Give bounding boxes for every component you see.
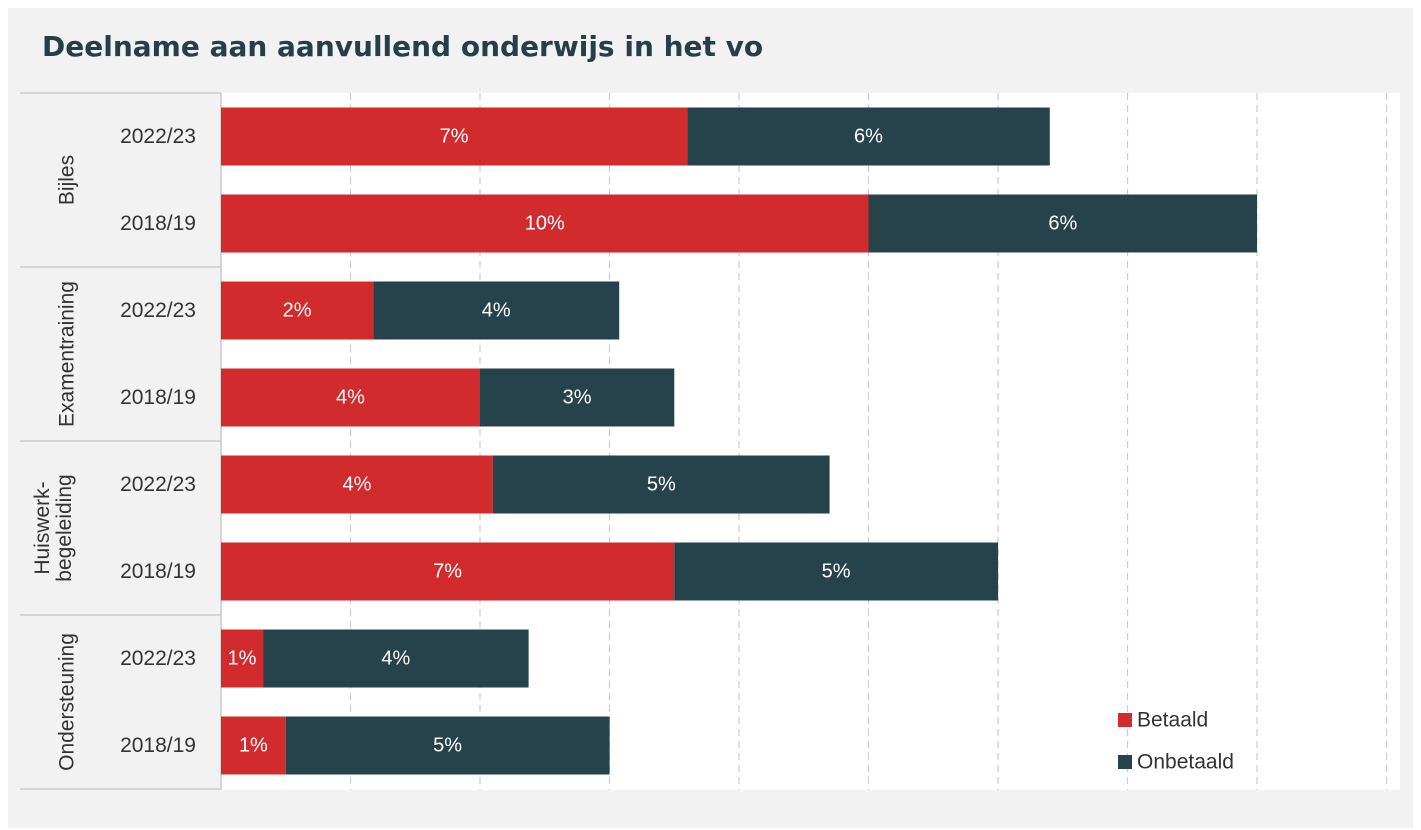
- chart-title: Deelname aan aanvullend onderwijs in het…: [42, 30, 764, 63]
- bar-onbetaald: [687, 107, 1050, 166]
- bar-value-label: 4%: [343, 474, 372, 496]
- bar-onbetaald: [868, 194, 1257, 253]
- bar-onbetaald: [674, 542, 999, 601]
- bar-value-label: 7%: [440, 126, 469, 148]
- legend-swatch-betaald: [1118, 713, 1132, 727]
- bar-value-label: 4%: [482, 300, 511, 322]
- bar-value-label: 1%: [239, 735, 268, 757]
- bar-onbetaald: [373, 281, 620, 340]
- group-label: Huiswerk-begeleiding: [31, 474, 76, 581]
- bar-value-label: 3%: [563, 387, 592, 409]
- category-label: 2018/19: [120, 212, 196, 235]
- category-label: 2018/19: [120, 734, 196, 757]
- bar-betaald: [221, 194, 869, 253]
- bar-onbetaald: [285, 716, 610, 775]
- bar-betaald: [221, 716, 286, 775]
- bar-value-label: 10%: [525, 213, 565, 235]
- group-label: Bijles: [55, 155, 78, 205]
- bar-betaald: [221, 542, 675, 601]
- bar-value-label: 1%: [228, 648, 257, 670]
- bar-value-label: 4%: [381, 648, 410, 670]
- category-label: 2022/23: [120, 647, 196, 670]
- legend-label: Onbetaald: [1137, 751, 1234, 774]
- category-label: 2018/19: [120, 560, 196, 583]
- bar-betaald: [221, 629, 264, 688]
- legend-swatch-onbetaald: [1118, 755, 1132, 769]
- bar-value-label: 6%: [854, 126, 883, 148]
- bar-betaald: [221, 455, 493, 514]
- bar-onbetaald: [263, 629, 529, 688]
- bar-value-label: 4%: [336, 387, 365, 409]
- bar-onbetaald: [480, 368, 675, 427]
- category-label: 2022/23: [120, 299, 196, 322]
- category-label: 2018/19: [120, 386, 196, 409]
- category-label: 2022/23: [120, 125, 196, 148]
- legend-label: Betaald: [1137, 709, 1208, 732]
- group-label: Examentraining: [55, 281, 78, 427]
- bar-value-label: 6%: [1048, 213, 1077, 235]
- bar-value-label: 7%: [433, 561, 462, 583]
- category-label: 2022/23: [120, 473, 196, 496]
- bar-value-label: 5%: [822, 561, 851, 583]
- group-label: Ondersteuning: [55, 633, 78, 771]
- bar-value-label: 5%: [647, 474, 676, 496]
- bar-betaald: [221, 281, 374, 340]
- bar-betaald: [221, 107, 688, 166]
- bar-value-label: 2%: [283, 300, 312, 322]
- bar-onbetaald: [492, 455, 830, 514]
- bar-value-label: 5%: [433, 735, 462, 757]
- bar-betaald: [221, 368, 480, 427]
